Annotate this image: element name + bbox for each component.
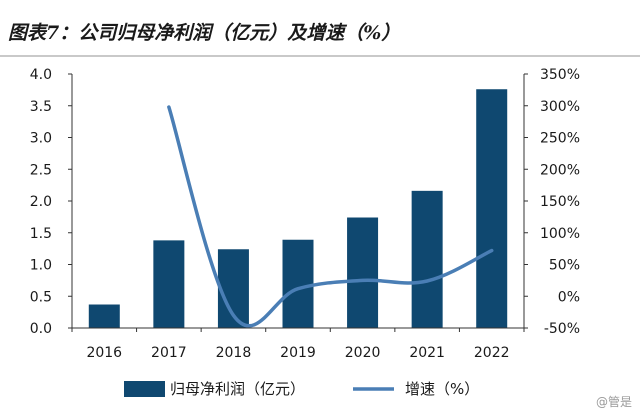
legend-bar-swatch: [124, 381, 165, 397]
watermark: @管是: [595, 395, 632, 409]
line-series: [167, 105, 494, 328]
chart-title: 图表7：公司归母净利润（亿元）及增速（%）: [8, 22, 401, 44]
left-axis-tick-label: 0.5: [30, 289, 52, 305]
left-axis-tick-label: 0.0: [30, 321, 52, 337]
title-divider: [0, 55, 640, 57]
x-axis-label-2020: 2020: [345, 345, 381, 361]
left-axis-tick-label: 1.0: [30, 258, 52, 274]
axis-lines: [68, 73, 528, 332]
bar-2021: [411, 190, 443, 328]
x-axis-labels: 2016 2017 2018 2019 2020 2021 2022: [86, 345, 509, 361]
bar-2019: [282, 239, 314, 328]
x-axis-label-2022: 2022: [474, 345, 510, 361]
legend-line-label: 增速（%）: [405, 380, 479, 398]
right-axis-tick-label: 300%: [540, 99, 580, 115]
x-axis-label-2017: 2017: [151, 345, 187, 361]
x-axis-label-2019: 2019: [280, 345, 316, 361]
bar-2022: [476, 89, 508, 329]
bar-2016: [88, 304, 120, 328]
left-axis-tick-label: 1.5: [30, 226, 52, 242]
growth-line: [167, 105, 494, 328]
bar-2020: [347, 217, 379, 328]
right-axis-tick-label: 50%: [549, 258, 580, 274]
x-axis-label-2021: 2021: [409, 345, 445, 361]
x-axis-label-2016: 2016: [86, 345, 122, 361]
legend: 归母净利润（亿元） 增速（%）: [124, 380, 479, 398]
right-axis-tick-label: 200%: [540, 162, 580, 178]
left-axis-tick-label: 4.0: [30, 67, 52, 83]
left-axis-tick-label: 2.5: [30, 162, 52, 178]
right-axis-ticks: -50% 0% 50% 100% 150% 200% 250% 300% 350%: [540, 67, 580, 337]
left-axis-tick-label: 3.5: [30, 99, 52, 115]
bar-series: [88, 89, 508, 329]
right-axis-tick-label: 150%: [540, 194, 580, 210]
legend-bar-label: 归母净利润（亿元）: [170, 380, 305, 398]
x-axis-label-2018: 2018: [216, 345, 252, 361]
left-axis-ticks: 0.0 0.5 1.0 1.5 2.0 2.5 3.0 3.5 4.0: [30, 67, 52, 337]
left-axis-tick-label: 2.0: [30, 194, 52, 210]
right-axis-tick-label: -50%: [544, 321, 580, 337]
bar-2017: [153, 240, 185, 328]
right-axis-tick-label: 0%: [558, 289, 580, 305]
left-axis-tick-label: 3.0: [30, 131, 52, 147]
right-axis-tick-label: 100%: [540, 226, 580, 242]
right-axis-tick-label: 250%: [540, 131, 580, 147]
right-axis-tick-label: 350%: [540, 67, 580, 83]
